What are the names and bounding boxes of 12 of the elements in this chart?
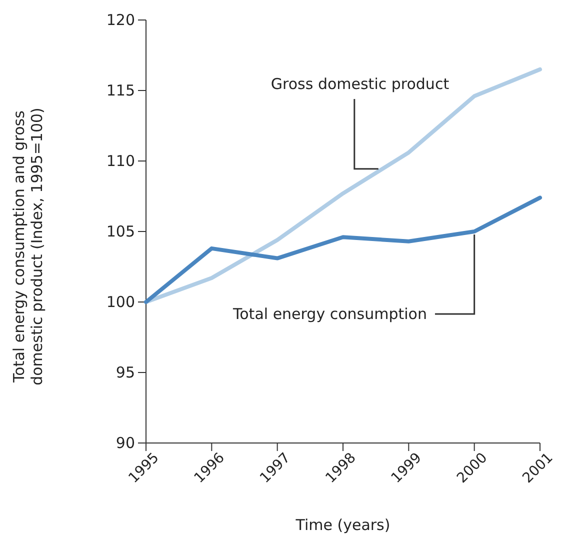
series-label: Gross domestic product — [270, 75, 450, 93]
text: Total energy consumption — [232, 305, 427, 323]
y-tick-label: 110 — [106, 152, 135, 170]
y-tick-label: 90 — [116, 434, 135, 452]
y-tick-label: 120 — [106, 10, 135, 29]
y-tick-label: 100 — [106, 292, 135, 311]
y-tick-label: 115 — [106, 81, 135, 100]
line-series — [144, 196, 542, 304]
y-tick-label: 105 — [106, 222, 135, 240]
y-axis-title: Total energy consumption and gross domestic product (Index, 1995=100) — [10, 108, 46, 386]
x-axis-title: Time (years) — [294, 516, 390, 534]
y-tick-label: 95 — [116, 363, 135, 382]
